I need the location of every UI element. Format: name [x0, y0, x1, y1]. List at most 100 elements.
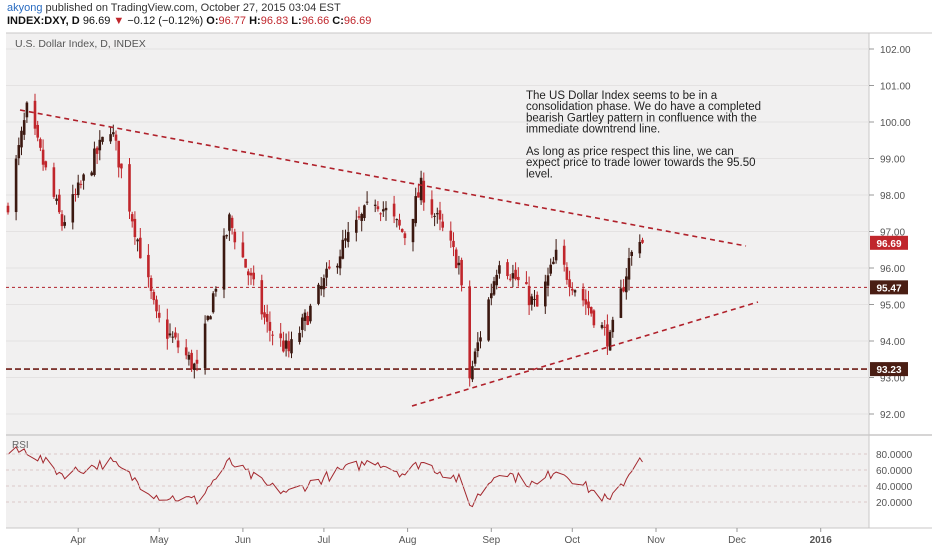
candle-body — [373, 204, 377, 206]
author-link[interactable]: akyong — [7, 2, 43, 14]
x-tick-label: Jun — [235, 535, 251, 546]
candle-body — [168, 333, 172, 336]
candle-body — [398, 219, 401, 226]
candle-body — [619, 288, 623, 318]
candle-body — [268, 321, 272, 331]
downtrend-line[interactable] — [19, 109, 747, 247]
candle-body — [290, 339, 293, 354]
candle-body — [441, 221, 444, 228]
candle-body — [303, 312, 307, 321]
last-price: 96.69 — [82, 15, 111, 27]
candle-body — [476, 342, 480, 352]
close-label: C: — [332, 15, 344, 27]
candle-body — [71, 194, 75, 223]
candle-body — [39, 139, 42, 148]
candle-body — [328, 266, 331, 269]
candle-body — [454, 249, 458, 269]
rsi-title: RSI — [12, 440, 29, 451]
candle-body — [495, 274, 498, 286]
candle-body — [282, 340, 285, 352]
rsi-pane-bg — [6, 436, 869, 528]
candle-body — [600, 325, 604, 328]
x-tick-label: 2016 — [810, 535, 833, 546]
candle-body — [411, 218, 415, 243]
candle-body — [552, 261, 555, 265]
candle-body — [244, 258, 247, 268]
candle-body — [554, 249, 558, 261]
candle-body — [363, 205, 366, 219]
y-tick-label: 100.00 — [880, 118, 911, 129]
grid-lines — [6, 48, 869, 415]
candle-body — [195, 359, 199, 364]
candle-body — [608, 331, 612, 351]
candle-body — [544, 281, 547, 307]
candle-body — [101, 136, 104, 142]
candle-body — [203, 323, 207, 369]
candle-body — [436, 213, 439, 215]
candle-body — [193, 363, 196, 371]
candle-body — [44, 161, 48, 168]
ohlc-legend: INDEX:DXY, D 96.69 ▼ −0.12 (−0.12%) O:96… — [7, 15, 371, 27]
candle-body — [120, 163, 123, 169]
candle-body — [60, 214, 64, 227]
candle-body — [157, 312, 161, 318]
candle-body — [211, 293, 215, 313]
candle-body — [58, 194, 61, 213]
candle-body — [284, 340, 288, 349]
annotation-line: The US Dollar Index seems to be in a — [526, 90, 718, 102]
annotation-text[interactable]: The US Dollar Index seems to be in a cons… — [526, 90, 761, 180]
candle-body — [533, 298, 536, 300]
time-axis: Apr May Jun Jul Aug Sep Oct Nov Dec 2016 — [70, 528, 832, 546]
price-tag — [870, 362, 908, 377]
candle-body — [589, 307, 593, 314]
candle-body — [249, 272, 253, 276]
candle-body — [214, 288, 218, 292]
uptrend-line[interactable] — [411, 301, 759, 407]
candle-body — [247, 271, 250, 276]
candle-body — [76, 182, 80, 196]
candle-body — [546, 275, 550, 286]
candle-body — [565, 267, 569, 280]
x-tick-label: Apr — [70, 535, 86, 546]
candle-body — [209, 316, 212, 320]
low-value: 96.66 — [301, 15, 330, 27]
price-tag — [870, 280, 908, 295]
low-label: L: — [291, 15, 302, 27]
candle-body — [511, 273, 515, 279]
candle-body — [449, 230, 453, 241]
candle-body — [535, 294, 539, 307]
candle-body — [606, 324, 609, 347]
chart-title: U.S. Dollar Index, D, INDEX — [15, 38, 146, 50]
candle-body — [568, 279, 571, 288]
y-tick-label: 95.00 — [880, 301, 905, 312]
published-text: published on TradingView.com, October 27… — [45, 2, 341, 14]
candle-body — [611, 319, 615, 333]
rsi-tick-label: 60.0000 — [876, 466, 913, 477]
x-tick-label: Nov — [647, 535, 665, 546]
candle-body — [152, 291, 156, 301]
candle-body — [365, 201, 369, 203]
candle-body — [379, 213, 382, 215]
annotation-line: immediate downtrend line. — [526, 124, 660, 136]
candle-body — [133, 218, 137, 238]
candle-body — [93, 148, 96, 176]
candle-body — [176, 340, 180, 348]
candle-body — [230, 217, 234, 228]
candle-body — [622, 287, 625, 292]
candle-body — [271, 334, 274, 336]
y-tick-label: 101.00 — [880, 82, 911, 93]
candle-body — [433, 215, 436, 217]
x-tick-label: Jul — [318, 535, 331, 546]
candle-body — [452, 240, 455, 248]
y-tick-label: 92.00 — [880, 410, 905, 421]
candle-body — [190, 352, 193, 370]
candle-body — [166, 319, 169, 339]
y-tick-label: 97.00 — [880, 228, 905, 239]
candle-body — [319, 285, 323, 290]
candle-body — [355, 219, 358, 233]
x-tick-label: Dec — [728, 535, 746, 546]
annotation-line: bearish Gartley pattern in confluence wi… — [526, 112, 757, 124]
candle-body — [114, 134, 118, 141]
candle-body — [517, 276, 520, 281]
